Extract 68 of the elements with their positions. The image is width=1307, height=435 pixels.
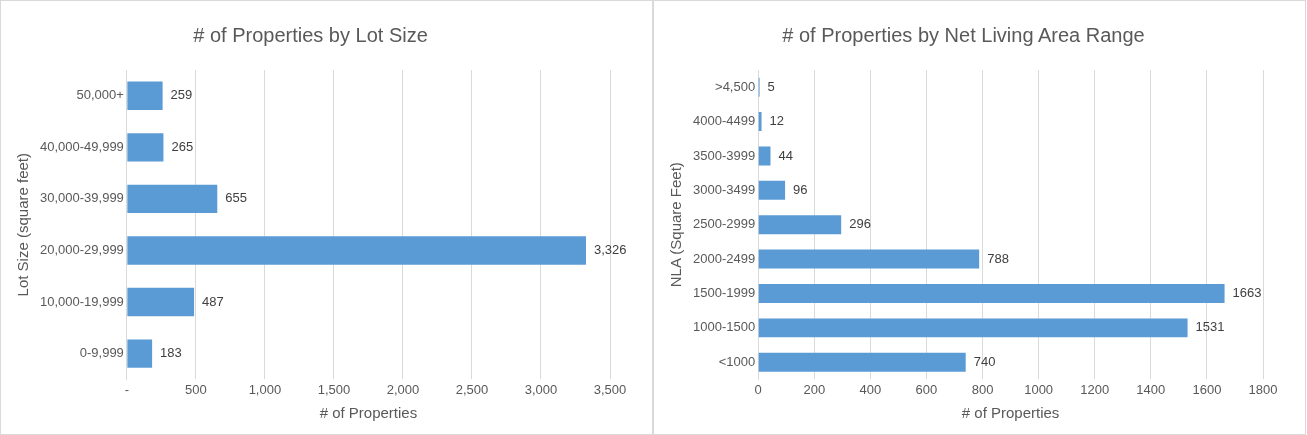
y-tick-label: >4,500 [715,78,756,94]
bar [127,184,218,214]
bar [758,352,966,372]
x-tick-label: 400 [859,381,882,397]
bar [127,236,586,265]
y-tick-label: 4000-4499 [693,113,756,129]
x-tick-label: 1000 [1024,381,1054,397]
bar [127,81,163,110]
y-tick-label: 2000-2499 [693,250,756,266]
data-label: 183 [160,345,182,361]
data-label: 655 [225,190,247,206]
bar [758,249,980,269]
y-axis-title: Lot Size (square feet) [14,152,32,297]
bar [758,318,1188,338]
data-label: 96 [793,181,808,197]
y-tick-label: 3000-3499 [693,181,756,197]
x-tick-label: 1200 [1080,381,1110,397]
x-tick-label: 500 [185,381,207,397]
x-tick-label: 800 [971,381,994,397]
data-label: 1531 [1195,319,1225,335]
y-axis-title: NLA (Square Feet) [667,162,685,288]
data-label: 44 [778,147,793,163]
x-tick-label: 3,000 [524,381,558,397]
y-tick-label: 40,000-49,999 [39,138,124,154]
bar [127,287,195,317]
y-tick-label: 2500-2999 [693,216,756,232]
data-label: 265 [171,138,194,154]
y-tick-label: 30,000-39,999 [39,190,124,206]
data-label: 788 [987,250,1009,266]
x-tick-label: 600 [915,381,938,397]
bar [127,133,164,162]
data-label: 12 [769,113,784,129]
data-label: 1663 [1232,285,1262,301]
bar [758,284,1225,303]
x-axis-title: # of Properties [961,404,1060,422]
bar [758,215,842,235]
x-tick-label: 1600 [1192,381,1222,397]
y-tick-label: <1000 [718,353,756,369]
y-tick-label: 10,000-19,999 [39,293,124,309]
y-tick-label: 1000-1500 [693,319,756,335]
x-tick-label: 2,500 [455,381,489,397]
x-tick-label: 1,500 [317,381,351,397]
x-tick-label: 1400 [1136,381,1166,397]
x-tick-label: 200 [803,381,826,397]
y-tick-label: 0-9,999 [79,345,124,361]
x-tick-label: 3,500 [593,381,627,397]
x-tick-label: - [124,381,130,397]
y-tick-label: 1500-1999 [693,285,756,301]
chart-title: # of Properties by Lot Size [193,23,428,46]
data-label: 259 [170,87,193,103]
y-tick-label: 50,000+ [76,87,124,103]
bar [127,339,153,368]
bar [758,180,786,200]
x-tick-label: 2,000 [386,381,420,397]
x-tick-label: 0 [754,381,762,397]
data-label: 296 [849,216,871,232]
x-tick-label: 1800 [1248,381,1278,397]
x-axis-title: # of Properties [319,404,418,422]
data-label: 487 [202,293,224,309]
y-tick-label: 20,000-29,999 [39,242,124,258]
chart-title: # of Properties by Net Living Area Range [782,23,1145,46]
bar [758,146,771,166]
x-tick-label: 1,000 [248,381,282,397]
bar [758,112,762,132]
data-label: 740 [973,353,996,369]
data-label: 3,326 [593,242,627,258]
data-label: 5 [767,78,775,94]
y-tick-label: 3500-3999 [693,147,756,163]
